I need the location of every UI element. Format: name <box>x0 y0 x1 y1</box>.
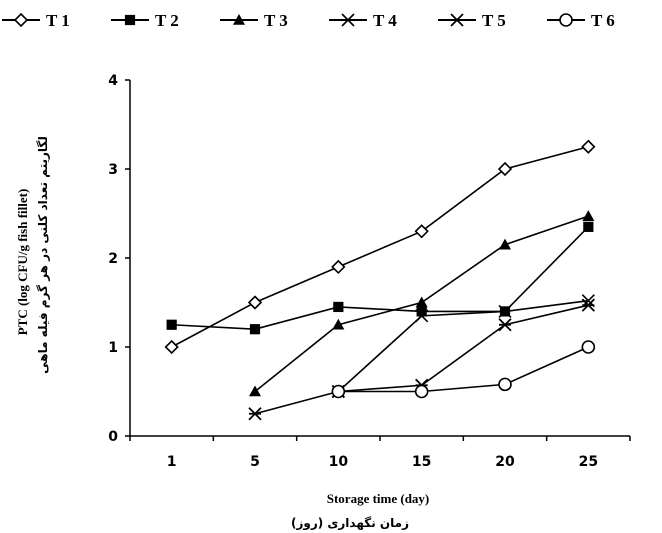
x-tick-label: 20 <box>495 454 515 470</box>
square-marker <box>333 301 344 313</box>
diamond-marker <box>331 259 346 275</box>
diamond-marker <box>164 339 179 355</box>
legend-label: T 3 <box>264 11 288 30</box>
series-line <box>337 299 589 393</box>
triangle-marker <box>233 14 245 25</box>
diamond-marker <box>581 139 596 154</box>
x-tick-label: 1 <box>167 454 177 470</box>
diamond-marker <box>13 12 29 28</box>
series-3 <box>249 210 595 397</box>
y-tick-label: 2 <box>108 251 118 267</box>
series-4 <box>331 294 595 399</box>
y-tick-label: 3 <box>108 162 118 178</box>
square-marker <box>583 221 594 232</box>
triangle-marker <box>415 296 428 308</box>
star-marker <box>450 13 464 27</box>
triangle-marker <box>582 210 595 221</box>
y-tick-label: 4 <box>108 73 118 89</box>
series-line <box>171 145 589 348</box>
legend-label: T 1 <box>46 11 70 30</box>
diamond-marker <box>247 295 263 310</box>
series-line <box>338 346 589 393</box>
circle-marker <box>414 384 429 399</box>
legend: T 1 T 2 T 3 T 4 T 5 T 6 <box>2 11 615 30</box>
y-tick-label: 1 <box>108 340 118 356</box>
series-line <box>171 226 589 331</box>
square-marker <box>416 306 427 317</box>
x-tick-label: 15 <box>412 454 431 470</box>
legend-item: T 2 <box>111 11 179 30</box>
diamond-marker <box>497 161 513 177</box>
circle-marker <box>331 384 346 399</box>
star-marker <box>498 318 512 332</box>
x-marker <box>498 304 512 318</box>
square-marker <box>124 14 136 26</box>
star-marker <box>248 407 262 421</box>
legend-label: T 4 <box>373 11 397 30</box>
circle-marker <box>559 13 573 27</box>
series-6 <box>331 340 596 399</box>
triangle-marker <box>499 238 511 250</box>
star-marker <box>581 298 595 312</box>
diamond-marker <box>414 224 429 239</box>
legend-item: T 6 <box>547 11 615 30</box>
square-marker <box>249 324 261 335</box>
circle-marker <box>581 340 596 354</box>
legend-item: T 3 <box>220 11 288 30</box>
series-2 <box>166 221 594 335</box>
series-1 <box>164 139 596 355</box>
legend-item: T 5 <box>438 11 506 30</box>
y-axis-title-fa: لگاریتم تعداد کلنی در هر گرم فیله ماهی <box>36 136 51 374</box>
triangle-marker <box>332 318 345 330</box>
legend-item: T 4 <box>329 11 397 30</box>
x-marker <box>415 309 429 323</box>
legend-label: T 5 <box>482 11 506 30</box>
triangle-marker <box>249 385 261 397</box>
x-tick-label: 10 <box>329 454 349 470</box>
legend-label: T 2 <box>155 11 179 30</box>
series-layer <box>164 139 596 421</box>
legend-item: T 1 <box>2 11 70 30</box>
y-tick-label: 0 <box>108 429 118 445</box>
legend-label: T 6 <box>591 11 615 30</box>
x-marker <box>341 13 355 27</box>
square-marker <box>166 319 177 330</box>
x-tick-label: 5 <box>250 454 260 470</box>
y-axis-title: PTC (log CFU/g fish fillet) <box>15 189 30 336</box>
circle-marker <box>498 377 512 392</box>
x-axis-title: Storage time (day) <box>327 491 430 506</box>
x-tick-label: 25 <box>579 454 598 470</box>
x-axis-title-fa: زمان نگهداری (روز) <box>291 516 409 531</box>
